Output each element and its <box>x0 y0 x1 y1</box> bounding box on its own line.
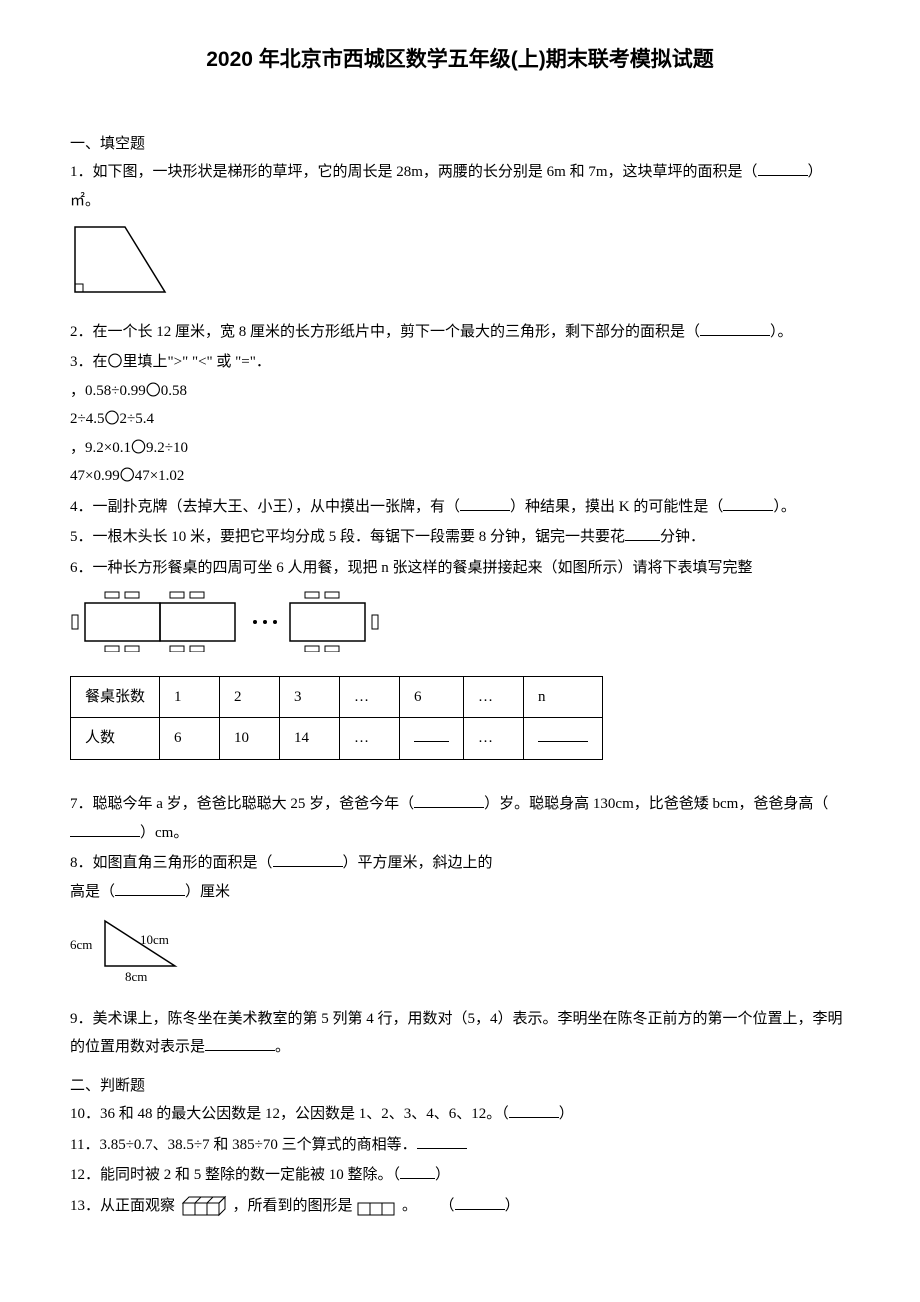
q8-text: 8．如图直角三角形的面积是（ <box>70 855 273 871</box>
q13-e: ） <box>505 1198 520 1214</box>
cell: 人数 <box>71 718 160 760</box>
q7-end: ）cm。 <box>140 825 188 841</box>
q6-blank1 <box>414 727 449 742</box>
q8-l2: 高是（ <box>70 884 115 900</box>
q9-end: 。 <box>275 1039 290 1055</box>
label-8cm: 8cm <box>125 969 147 984</box>
q3-text: 3．在〇里填上">" "<" 或 "="． <box>70 348 850 377</box>
q7-blank1 <box>414 793 484 808</box>
q11-text: 11．3.85÷0.7、38.5÷7 和 385÷70 三个算式的商相等． <box>70 1137 417 1153</box>
q8-blank1 <box>273 852 343 867</box>
q12-text: 12．能同时被 2 和 5 整除的数一定能被 10 整除。（ <box>70 1167 400 1183</box>
question-11: 11．3.85÷0.7、38.5÷7 和 385÷70 三个算式的商相等． <box>70 1131 850 1160</box>
q2-text: 2．在一个长 12 厘米，宽 8 厘米的长方形纸片中，剪下一个最大的三角形，剩下… <box>70 324 700 340</box>
q4-text: 4．一副扑克牌（去掉大王、小王），从中摸出一张牌，有（ <box>70 499 460 515</box>
front-view-figure <box>356 1195 398 1217</box>
q12-end: ） <box>435 1167 450 1183</box>
q5-blank <box>625 526 660 541</box>
question-3: 3．在〇里填上">" "<" 或 "="． ，0.58÷0.99〇0.58 2÷… <box>70 348 850 491</box>
cell: … <box>340 718 400 760</box>
cell: n <box>524 676 603 718</box>
question-5: 5．一根木头长 10 米，要把它平均分成 5 段．每锯下一段需要 8 分钟，锯完… <box>70 523 850 552</box>
q8-blank2 <box>115 881 185 896</box>
q1-blank <box>758 161 808 176</box>
question-8: 8．如图直角三角形的面积是（ ）平方厘米，斜边上的 高是（ ）厘米 <box>70 849 850 906</box>
section-2-header: 二、判断题 <box>70 1072 850 1101</box>
q2-blank <box>700 321 770 336</box>
question-2: 2．在一个长 12 厘米，宽 8 厘米的长方形纸片中，剪下一个最大的三角形，剩下… <box>70 318 850 347</box>
q11-blank <box>417 1134 467 1149</box>
section-1-header: 一、填空题 <box>70 130 850 159</box>
q7-blank2 <box>70 822 140 837</box>
cell: 3 <box>280 676 340 718</box>
q8-l2end: ）厘米 <box>185 884 230 900</box>
q6-blank2 <box>538 727 588 742</box>
cell <box>400 718 464 760</box>
table-row: 餐桌张数 1 2 3 … 6 … n <box>71 676 603 718</box>
page-title: 2020 年北京市西城区数学五年级(上)期末联考模拟试题 <box>70 40 850 80</box>
trapezoid-figure <box>70 222 170 297</box>
cell: 14 <box>280 718 340 760</box>
question-10: 10．36 和 48 的最大公因数是 12，公因数是 1、2、3、4、6、12。… <box>70 1100 850 1129</box>
q9-blank <box>205 1036 275 1051</box>
cell: 餐桌张数 <box>71 676 160 718</box>
label-6cm: 6cm <box>70 937 92 952</box>
q12-blank <box>400 1164 435 1179</box>
q5-text: 5．一根木头长 10 米，要把它平均分成 5 段．每锯下一段需要 8 分钟，锯完… <box>70 529 625 545</box>
q4-mid: ）种结果，摸出 K 的可能性是（ <box>510 499 723 515</box>
question-4: 4．一副扑克牌（去掉大王、小王），从中摸出一张牌，有（ ）种结果，摸出 K 的可能… <box>70 493 850 522</box>
question-13: 13．从正面观察 ，所看到的图形是 。 （ ） <box>70 1192 850 1221</box>
q7-mid: ）岁。聪聪身高 130cm，比爸爸矮 bcm，爸爸身高（ <box>484 796 828 812</box>
cell: … <box>464 676 524 718</box>
q10-text: 10．36 和 48 的最大公因数是 12，公因数是 1、2、3、4、6、12。… <box>70 1106 509 1122</box>
q3-line2: 2÷4.5〇2÷5.4 <box>70 405 850 434</box>
q8-mid: ）平方厘米，斜边上的 <box>343 855 493 871</box>
question-9: 9．美术课上，陈冬坐在美术教室的第 5 列第 4 行，用数对（5，4）表示。李明… <box>70 1005 850 1062</box>
q13-d: （ <box>440 1198 455 1214</box>
q13-b: ，所看到的图形是 <box>233 1198 353 1214</box>
question-7: 7．聪聪今年 a 岁，爸爸比聪聪大 25 岁，爸爸今年（ ）岁。聪聪身高 130c… <box>70 790 850 847</box>
cell: … <box>464 718 524 760</box>
q13-c: 。 <box>402 1198 417 1214</box>
label-10cm: 10cm <box>140 932 169 947</box>
cell: 2 <box>220 676 280 718</box>
q4-end: ）。 <box>773 499 796 515</box>
question-12: 12．能同时被 2 和 5 整除的数一定能被 10 整除。（ ） <box>70 1161 850 1190</box>
q5-end: 分钟． <box>660 529 705 545</box>
question-6: 6．一种长方形餐桌的四周可坐 6 人用餐，现把 n 张这样的餐桌拼接起来（如图所… <box>70 554 850 760</box>
q7-text: 7．聪聪今年 a 岁，爸爸比聪聪大 25 岁，爸爸今年（ <box>70 796 414 812</box>
cell: … <box>340 676 400 718</box>
q9-text: 9．美术课上，陈冬坐在美术教室的第 5 列第 4 行，用数对（5，4）表示。李明… <box>70 1011 843 1056</box>
question-1: 1．如下图，一块形状是梯形的草坪，它的周长是 28m，两腰的长分别是 6m 和 … <box>70 158 850 215</box>
q3-line3: ，9.2×0.1〇9.2÷10 <box>70 434 850 463</box>
q10-blank <box>509 1103 559 1118</box>
table-row: 人数 6 10 14 … … <box>71 718 603 760</box>
q10-end: ） <box>559 1106 574 1122</box>
q13-a: 13．从正面观察 <box>70 1198 175 1214</box>
q6-text: 6．一种长方形餐桌的四周可坐 6 人用餐，现把 n 张这样的餐桌拼接起来（如图所… <box>70 554 850 583</box>
cube-3d-figure <box>179 1195 229 1217</box>
q3-line1: ，0.58÷0.99〇0.58 <box>70 377 850 406</box>
cell: 10 <box>220 718 280 760</box>
tables-diagram <box>70 590 390 652</box>
q3-line4: 47×0.99〇47×1.02 <box>70 462 850 491</box>
q1-text: 1．如下图，一块形状是梯形的草坪，它的周长是 28m，两腰的长分别是 6m 和 … <box>70 164 758 180</box>
cell: 6 <box>160 718 220 760</box>
right-triangle-figure: 6cm 10cm 8cm <box>70 916 210 986</box>
q4-blank1 <box>460 496 510 511</box>
q13-blank <box>455 1195 505 1210</box>
cell: 6 <box>400 676 464 718</box>
q4-blank2 <box>723 496 773 511</box>
q6-table: 餐桌张数 1 2 3 … 6 … n 人数 6 10 14 … … <box>70 676 603 760</box>
cell: 1 <box>160 676 220 718</box>
q2-end: ）。 <box>770 324 793 340</box>
cell <box>524 718 603 760</box>
